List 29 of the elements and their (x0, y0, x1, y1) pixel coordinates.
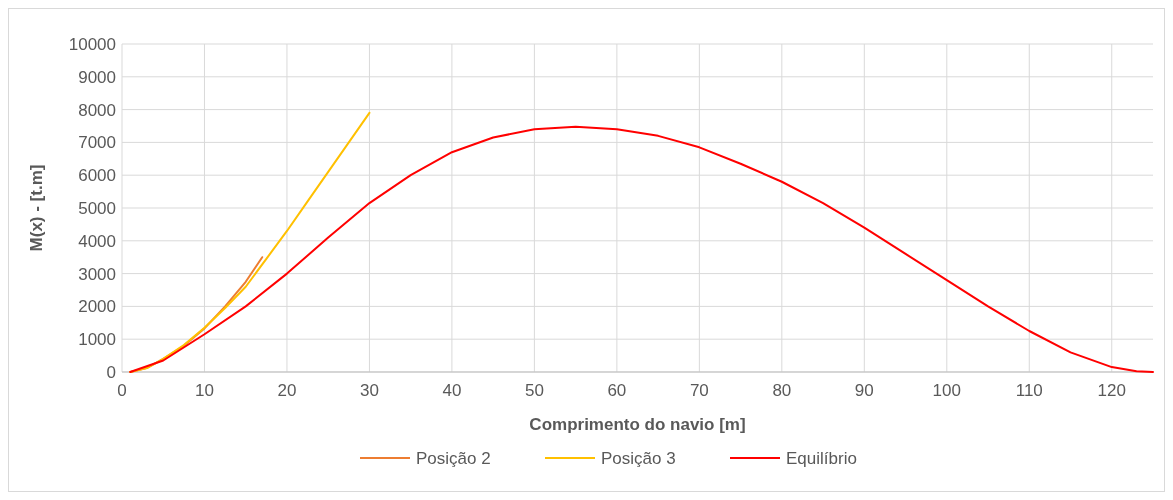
x-tick-label: 20 (277, 381, 297, 400)
x-tick-label: 10 (195, 381, 214, 400)
x-tick-label: 30 (359, 381, 379, 400)
x-tick-label: 100 (932, 381, 961, 400)
x-tick-label: 50 (524, 381, 544, 400)
x-tick-label: 110 (1015, 381, 1043, 400)
x-tick-label: 90 (854, 381, 874, 400)
y-tick-label: 5000 (78, 198, 116, 218)
y-tick-label: 4000 (78, 231, 116, 251)
y-tick-label: 8000 (78, 100, 116, 120)
y-tick-label: 0 (106, 362, 116, 382)
y-tick-label: 1000 (78, 330, 116, 350)
y-tick-label: 9000 (78, 67, 116, 87)
legend-label: Posição 3 (601, 448, 676, 468)
line-series (129, 125, 1154, 373)
x-tick-label: 120 (1097, 381, 1126, 400)
y-tick-label: 10000 (68, 34, 116, 54)
x-tick-label: 60 (607, 381, 627, 400)
x-tick-label: 40 (442, 381, 462, 400)
y-tick-label: 6000 (78, 166, 116, 186)
y-tick-label: 2000 (78, 297, 116, 317)
x-tick-label: 70 (689, 381, 709, 400)
y-tick-label: 3000 (78, 264, 116, 284)
legend-label: Posição 2 (416, 448, 491, 468)
legend-label: Equilíbrio (786, 448, 857, 468)
y-axis-title: M(x) - [t.m] (27, 164, 46, 252)
x-axis-title: Comprimento do navio [m] (529, 415, 746, 434)
y-tick-label: 7000 (78, 133, 116, 153)
x-tick-label: 80 (772, 381, 792, 400)
